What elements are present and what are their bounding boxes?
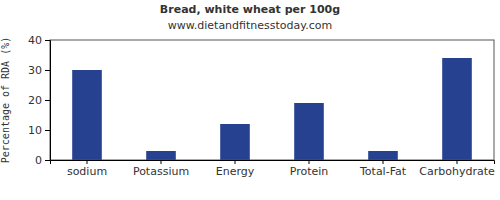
x-tick: Total-Fat bbox=[359, 160, 407, 178]
y-tick-label: 10 bbox=[28, 124, 42, 137]
chart: Bread, white wheat per 100g www.dietandfi… bbox=[0, 0, 500, 200]
bar bbox=[146, 151, 176, 160]
y-tick-label: 40 bbox=[28, 34, 42, 47]
y-tick-label: 0 bbox=[35, 154, 42, 167]
bar bbox=[442, 58, 472, 160]
x-tick: sodium bbox=[67, 160, 107, 178]
x-tick-mark bbox=[383, 160, 384, 164]
y-tick-label: 20 bbox=[28, 94, 42, 107]
x-tick-mark bbox=[87, 160, 88, 164]
y-tick-mark bbox=[45, 160, 50, 161]
x-tick-label: Carbohydrate bbox=[419, 165, 495, 178]
x-tick: Energy bbox=[216, 160, 255, 178]
x-tick-label: sodium bbox=[67, 165, 107, 178]
y-axis-line bbox=[45, 41, 51, 161]
x-tick-label: Energy bbox=[216, 165, 255, 178]
bar bbox=[368, 151, 398, 160]
x-tick: Potassium bbox=[133, 160, 189, 178]
y-tick: 20 bbox=[28, 94, 50, 107]
title: Bread, white wheat per 100g bbox=[160, 3, 340, 16]
y-tick-mark bbox=[45, 70, 50, 71]
x-tick-mark bbox=[161, 160, 162, 164]
y-tick: 30 bbox=[28, 64, 50, 77]
x-tick-label: Potassium bbox=[133, 165, 189, 178]
x-tick: Carbohydrate bbox=[419, 160, 495, 178]
y-axis: 0 10 20 30 40 bbox=[28, 34, 51, 167]
y-tick: 10 bbox=[28, 124, 50, 137]
plot-frame bbox=[50, 40, 494, 160]
x-axis-line bbox=[51, 161, 495, 165]
subtitle: www.dietandfitnesstoday.com bbox=[168, 19, 332, 32]
x-tick-label: Total-Fat bbox=[359, 165, 407, 178]
x-axis: sodium Potassium Energy Protein Total-Fat Car… bbox=[51, 160, 495, 178]
y-tick: 40 bbox=[28, 34, 50, 47]
bar bbox=[72, 70, 102, 160]
x-tick-mark bbox=[235, 160, 236, 164]
y-tick-mark bbox=[45, 130, 50, 131]
x-tick: Protein bbox=[290, 160, 329, 178]
y-tick-mark bbox=[45, 40, 50, 41]
bar bbox=[220, 124, 250, 160]
x-tick-mark bbox=[309, 160, 310, 164]
bar bbox=[294, 103, 324, 160]
x-tick-label: Protein bbox=[290, 165, 329, 178]
x-tick-mark bbox=[457, 160, 458, 164]
plot: 0 10 20 30 40 sodium Potassium Energy Protein Tot… bbox=[28, 34, 495, 178]
y-tick: 0 bbox=[35, 154, 50, 167]
y-axis-title: Percentage of RDA (%) bbox=[0, 37, 11, 163]
bars bbox=[72, 58, 472, 160]
y-tick-mark bbox=[45, 100, 50, 101]
y-tick-label: 30 bbox=[28, 64, 42, 77]
